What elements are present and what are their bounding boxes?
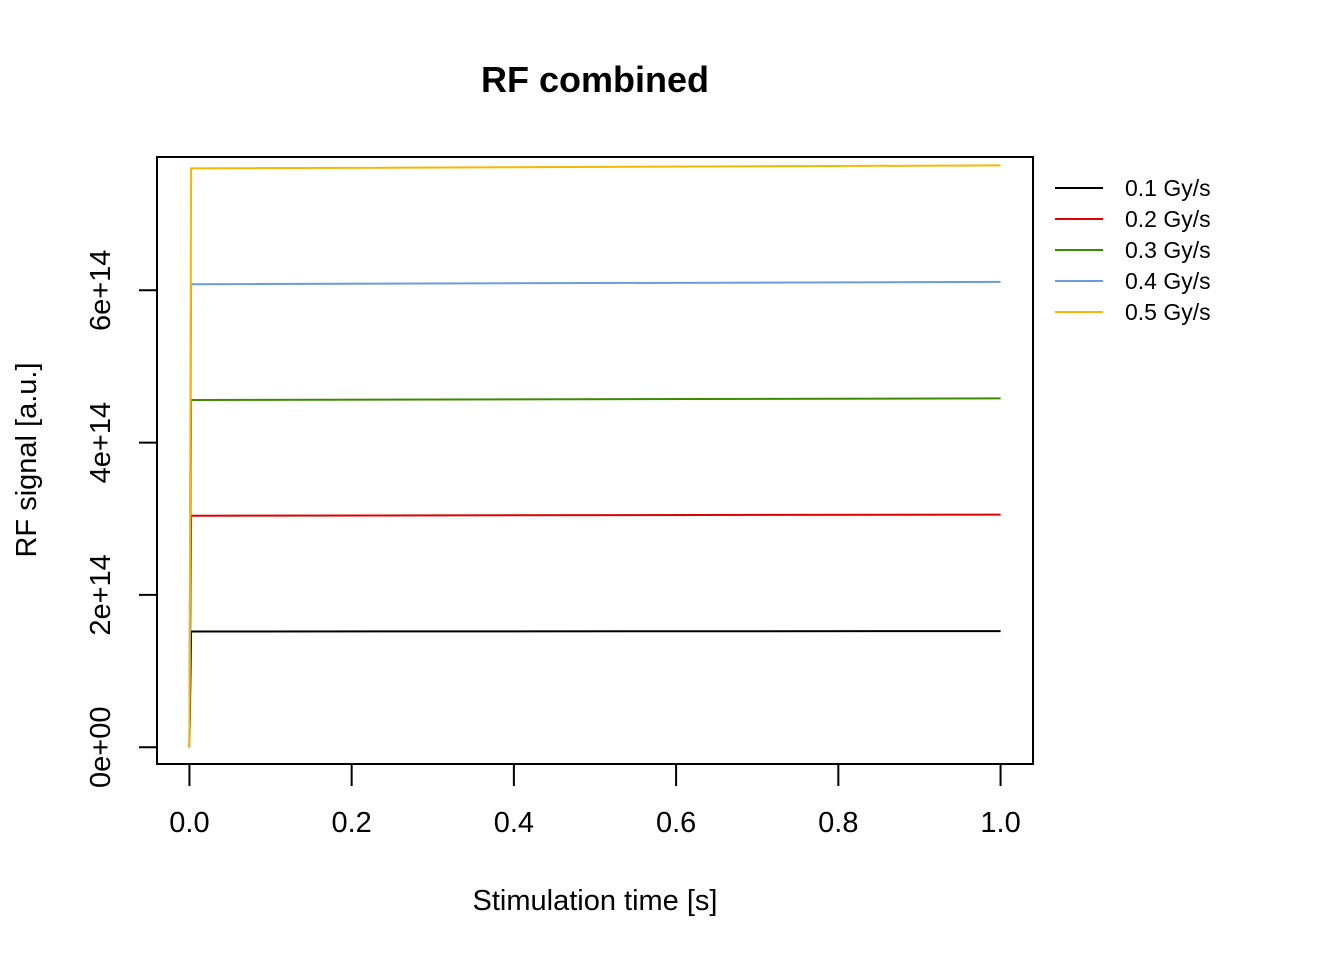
y-tick-label: 2e+14 [85, 554, 117, 635]
y-axis: 0e+00 2e+14 4e+14 6e+14 [85, 250, 158, 788]
y-axis-label: RF signal [a.u.] [11, 362, 43, 557]
series-line [188, 164, 1001, 748]
x-tick-label: 0.4 [494, 807, 534, 839]
plot-area-frame [156, 156, 1034, 765]
legend-label: 0.3 Gy/s [1125, 237, 1211, 263]
x-axis-label: Stimulation time [s] [473, 885, 718, 917]
series-line [188, 397, 1001, 748]
legend-label: 0.1 Gy/s [1125, 175, 1211, 201]
legend-label: 0.4 Gy/s [1125, 268, 1211, 294]
legend: 0.1 Gy/s 0.2 Gy/s 0.3 Gy/s 0.4 Gy/s 0.5 Gy/s [1055, 175, 1211, 325]
x-tick-label: 0.8 [818, 807, 858, 839]
series-lines [188, 164, 1001, 748]
series-line [188, 630, 1001, 748]
legend-label: 0.2 Gy/s [1125, 206, 1211, 232]
x-tick-label: 1.0 [980, 807, 1020, 839]
x-tick-label: 0.2 [332, 807, 372, 839]
y-tick-label: 4e+14 [85, 402, 117, 483]
x-tick-label: 0.6 [656, 807, 696, 839]
x-tick-label: 0.0 [169, 807, 209, 839]
y-tick-label: 0e+00 [85, 707, 117, 788]
legend-label: 0.5 Gy/s [1125, 299, 1211, 325]
y-tick-label: 6e+14 [85, 250, 117, 331]
chart-title: RF combined [481, 59, 709, 100]
x-axis: 0.0 0.2 0.4 0.6 0.8 1.0 [169, 763, 1021, 839]
